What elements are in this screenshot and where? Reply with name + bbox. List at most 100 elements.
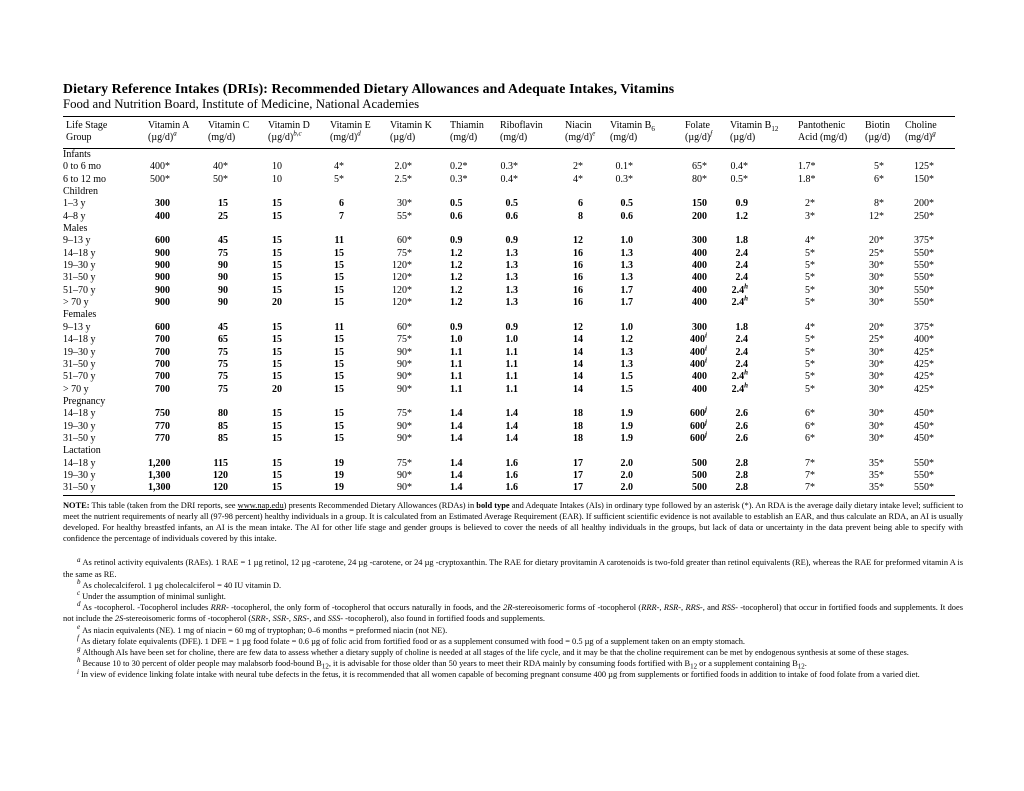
footnote-e: e As niacin equivalents (NE). 1 mg of nia… — [77, 622, 448, 635]
value-cell: 75* — [397, 408, 412, 420]
value-cell: 600j — [690, 418, 707, 432]
value-cell: 16 — [573, 284, 583, 296]
table-row: 19–30 y 700 75 15 15 90* 1.1 1.1 14 1.3 400i 2.4 5* 3… — [63, 345, 955, 359]
value-cell: 1.4 — [505, 408, 519, 420]
value-cell: 0.9 — [505, 321, 519, 333]
value-cell: 19 — [334, 482, 344, 494]
value-cell: 75 — [218, 346, 228, 358]
value-cell: 2.0 — [620, 469, 634, 481]
value-cell: 400i — [690, 356, 707, 370]
value-cell: 4* — [573, 173, 583, 185]
value-cell: 1.6 — [505, 469, 519, 481]
col-header-vitamin-e: Vitamin E (mg/d)d — [330, 120, 371, 143]
col-header-vitamin-a: Vitamin A (µg/d)a — [148, 120, 190, 143]
section-row-pregnancy: Pregnancy — [63, 396, 955, 408]
value-cell: 150* — [914, 173, 934, 185]
value-cell: 0.9 — [450, 235, 463, 247]
value-cell: 0.1* — [615, 161, 634, 173]
col-header-biotin: Biotin (µg/d) — [865, 120, 891, 143]
value-cell: 2.8 — [735, 482, 749, 494]
value-cell: 90* — [397, 358, 412, 370]
value-cell: 15 — [334, 334, 344, 346]
value-cell: 90 — [218, 260, 228, 272]
value-cell: 16 — [573, 247, 583, 259]
value-cell: 200* — [914, 198, 934, 210]
value-cell: 0.9 — [735, 198, 749, 210]
value-cell: 80* — [692, 173, 707, 185]
value-cell: 90* — [397, 469, 412, 481]
value-cell: 65* — [692, 161, 707, 173]
table-row: 31–50 y 700 75 15 15 90* 1.1 1.1 14 1.3 400i 2.4 5* 3… — [63, 356, 955, 371]
value-cell: 0.6 — [620, 210, 634, 222]
col-header-thiamin: Thiamin (mg/d) — [450, 120, 484, 143]
value-cell: 18 — [573, 408, 583, 420]
section-row-females: Females — [63, 309, 955, 321]
value-cell: 30* — [869, 358, 884, 370]
value-cell: 0.5* — [730, 173, 749, 185]
value-cell: 2.5* — [394, 173, 413, 185]
value-cell: 17 — [573, 482, 583, 494]
col-header-choline: Choline (mg/d)g — [905, 120, 937, 143]
value-cell: 900 — [155, 284, 170, 296]
value-cell: 375* — [914, 321, 934, 333]
value-cell: 15 — [272, 198, 282, 210]
value-cell: 600j — [690, 430, 707, 444]
value-cell: 1.1 — [505, 358, 519, 370]
section-label: Males — [63, 223, 88, 235]
table-row: 19–30 y 900 90 15 15 120* 1.2 1.3 16 1.3 400 2.4 5* 3… — [63, 260, 955, 272]
value-cell: 6* — [874, 173, 884, 185]
table-row: 14–18 y 750 80 15 15 75* 1.4 1.4 18 1.9 600j 2.6 6* 3… — [63, 405, 955, 420]
value-cell: 5* — [805, 334, 815, 346]
value-cell: 2* — [573, 161, 583, 173]
value-cell: 1.3 — [620, 358, 634, 370]
value-cell: 700 — [155, 346, 170, 358]
value-cell: 7 — [339, 210, 344, 222]
value-cell: 5* — [874, 161, 884, 173]
value-cell: 0.3* — [615, 173, 634, 185]
value-cell: 125* — [914, 161, 934, 173]
value-cell: 4* — [334, 161, 344, 173]
value-cell: 75 — [218, 383, 228, 395]
document-page: Dietary Reference Intakes (DRIs): Recomm… — [63, 81, 963, 681]
table-header: Life Stage Group Vitamin A (µg/d)a Vitamin C… — [63, 117, 955, 149]
value-cell: 400 — [155, 210, 170, 222]
life-stage-cell: 0 to 6 mo — [63, 161, 102, 173]
value-cell: 7* — [805, 469, 815, 481]
value-cell: 4* — [805, 321, 815, 333]
section-label: Lactation — [63, 445, 101, 457]
value-cell: 600 — [155, 235, 170, 247]
value-cell: 1.4 — [450, 408, 463, 420]
value-cell: 15 — [272, 346, 282, 358]
life-stage-cell: 31–50 y — [63, 432, 96, 444]
life-stage-cell: 31–50 y — [63, 482, 96, 494]
value-cell: 1.6 — [505, 482, 519, 494]
value-cell: 120* — [392, 272, 412, 284]
value-cell: 75* — [397, 334, 412, 346]
table-note: NOTE: This table (taken from the DRI rep… — [63, 500, 964, 544]
value-cell: 15 — [272, 408, 282, 420]
value-cell: 0.9 — [505, 235, 519, 247]
value-cell: 1.1 — [505, 371, 519, 383]
footnote-a: a As retinol activity equivalents (RAEs).… — [63, 555, 963, 579]
life-stage-cell: 9–13 y — [63, 235, 91, 247]
value-cell: 30* — [869, 371, 884, 383]
value-cell: 2.4 — [735, 334, 749, 346]
value-cell: 5* — [805, 284, 815, 296]
value-cell: 1.3 — [505, 247, 519, 259]
value-cell: 90 — [218, 297, 228, 309]
value-cell: 600j — [690, 405, 707, 420]
value-cell: 2.4h — [731, 282, 748, 296]
value-cell: 2.0 — [620, 482, 634, 494]
value-cell: 15 — [334, 272, 344, 284]
value-cell: 2.4 — [735, 272, 749, 284]
value-cell: 700 — [155, 358, 170, 370]
section-row-lactation: Lactation — [63, 445, 955, 457]
value-cell: 15 — [334, 260, 344, 272]
value-cell: 400* — [914, 334, 934, 346]
life-stage-cell: 1–3 y — [63, 198, 86, 210]
value-cell: 400* — [150, 161, 170, 173]
value-cell: 1.4 — [505, 420, 519, 432]
value-cell: 12 — [573, 235, 583, 247]
value-cell: 15 — [272, 235, 282, 247]
value-cell: 15 — [272, 371, 282, 383]
